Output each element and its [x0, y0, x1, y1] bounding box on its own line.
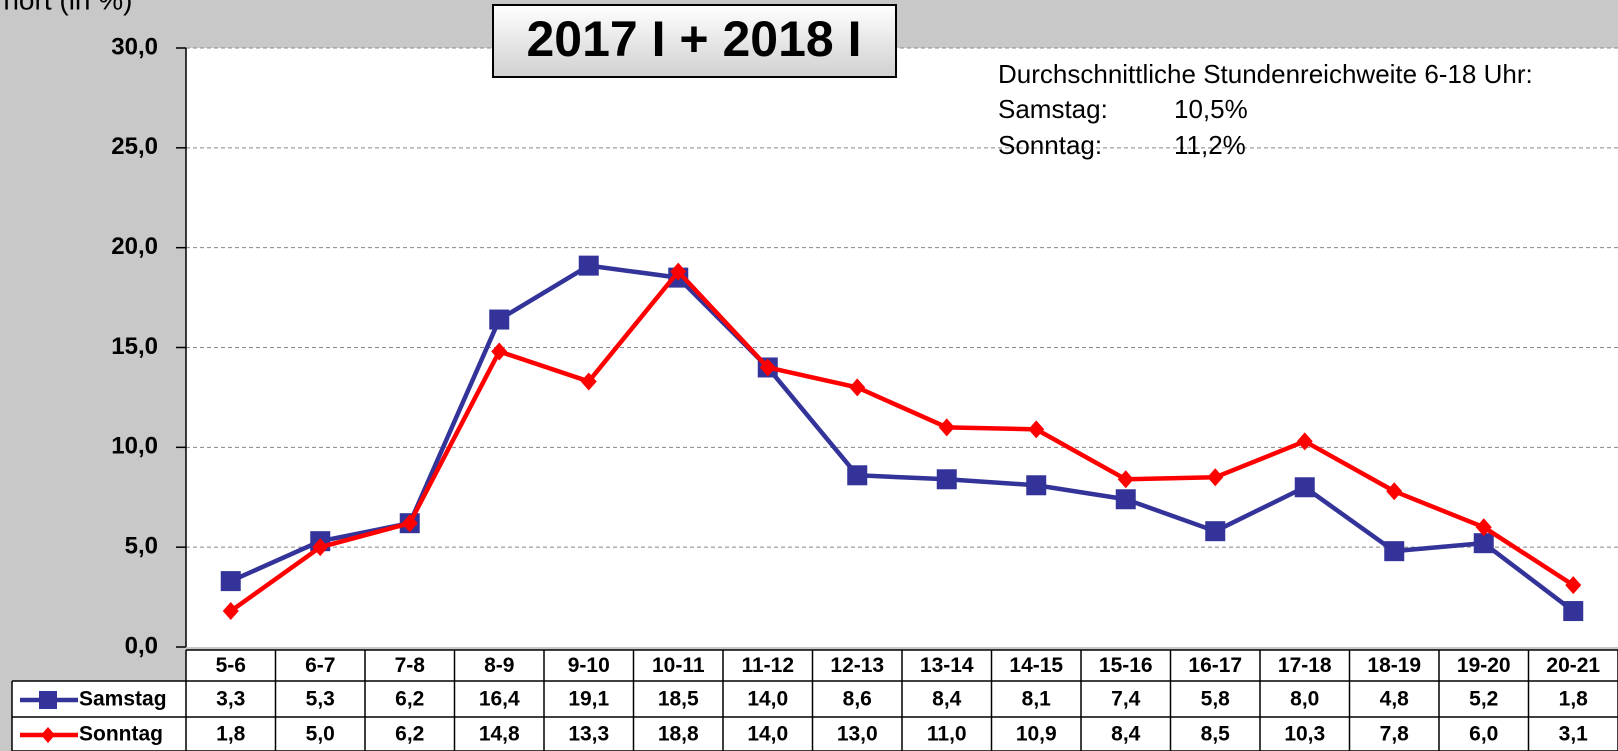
- table-value: 5,8: [1201, 688, 1231, 711]
- table-value: 3,1: [1559, 723, 1589, 746]
- x-tick-label: 5-6: [216, 654, 246, 677]
- marker: [491, 342, 508, 361]
- table-value: 1,8: [1559, 688, 1589, 711]
- x-tick-label: 10-11: [652, 654, 705, 677]
- annotation-label: Samstag:: [998, 94, 1108, 124]
- table-value: 6,2: [395, 723, 424, 746]
- table-value: 5,0: [306, 723, 335, 746]
- x-tick-label: 19-20: [1457, 654, 1511, 677]
- x-tick-label: 18-19: [1367, 654, 1421, 677]
- chart-title: 2017 I + 2018 I: [526, 11, 861, 67]
- marker: [1117, 470, 1134, 489]
- marker: [1386, 482, 1403, 501]
- marker: [759, 358, 776, 377]
- annotation-heading: Durchschnittliche Stundenreichweite 6-18…: [998, 59, 1533, 89]
- table-value: 6,0: [1469, 723, 1498, 746]
- marker: [1028, 420, 1045, 439]
- y-tick-label: 30,0: [111, 33, 158, 60]
- marker: [1115, 489, 1136, 510]
- x-tick-label: 8-9: [484, 654, 514, 677]
- marker: [401, 514, 418, 533]
- table-value: 8,4: [1111, 723, 1141, 746]
- legend-label: Sonntag: [79, 723, 163, 746]
- marker: [847, 465, 868, 486]
- x-tick-label: 6-7: [305, 654, 335, 677]
- table-value: 8,6: [843, 688, 872, 711]
- y-tick-label: 0,0: [125, 632, 158, 659]
- marker: [580, 372, 597, 391]
- y-tick-label: 5,0: [125, 533, 158, 560]
- table-value: 14,0: [747, 688, 788, 711]
- marker: [1205, 521, 1226, 542]
- x-tick-label: 17-18: [1278, 654, 1332, 677]
- table-value: 8,1: [1022, 688, 1052, 711]
- legend-label: Samstag: [79, 688, 167, 711]
- x-tick-label: 13-14: [920, 654, 974, 677]
- legend-marker: [41, 727, 55, 743]
- marker: [1026, 475, 1047, 496]
- table-value: 8,5: [1201, 723, 1231, 746]
- x-tick-label: 16-17: [1188, 654, 1242, 677]
- marker: [1563, 601, 1584, 622]
- y-axis-label: n hört (in %): [0, 0, 133, 15]
- legend-marker: [39, 691, 57, 709]
- marker: [1473, 533, 1494, 554]
- table-value: 10,3: [1284, 723, 1325, 746]
- table-value: 6,2: [395, 688, 424, 711]
- annotation-value: 10,5%: [1174, 94, 1248, 124]
- series-line: [229, 263, 1575, 613]
- table-value: 13,0: [837, 723, 878, 746]
- marker: [1475, 518, 1492, 537]
- series-line: [229, 269, 1575, 613]
- table-value: 16,4: [479, 688, 520, 711]
- marker: [1207, 468, 1224, 487]
- marker: [1296, 432, 1313, 451]
- table-value: 13,3: [568, 723, 609, 746]
- x-tick-label: 12-13: [830, 654, 884, 677]
- table-value: 8,4: [932, 688, 962, 711]
- y-tick-label: 15,0: [111, 333, 158, 360]
- marker: [220, 571, 241, 592]
- table-value: 14,0: [747, 723, 788, 746]
- y-tick-label: 10,0: [111, 433, 158, 460]
- y-tick-label: 25,0: [111, 133, 158, 160]
- table-value: 8,0: [1290, 688, 1319, 711]
- marker: [849, 378, 866, 397]
- marker: [938, 418, 955, 437]
- x-tick-label: 7-8: [395, 654, 426, 677]
- annotation-label: Sonntag:: [998, 130, 1102, 160]
- table-value: 5,2: [1469, 688, 1498, 711]
- table-value: 11,0: [927, 723, 967, 746]
- marker: [1294, 477, 1315, 498]
- table-value: 3,3: [216, 688, 245, 711]
- table-value: 7,8: [1380, 723, 1410, 746]
- marker: [489, 309, 510, 330]
- marker: [936, 469, 957, 490]
- annotation-value: 11,2%: [1174, 130, 1246, 160]
- x-tick-label: 15-16: [1099, 654, 1153, 677]
- x-tick-label: 14-15: [1009, 654, 1063, 677]
- x-tick-label: 20-21: [1546, 654, 1600, 677]
- table-value: 14,8: [479, 723, 520, 746]
- marker: [222, 602, 239, 621]
- table-value: 18,5: [658, 688, 699, 711]
- table-value: 5,3: [306, 688, 335, 711]
- marker: [670, 262, 687, 281]
- title-box: [492, 4, 897, 78]
- x-tick-label: 11-12: [741, 654, 794, 677]
- table-value: 7,4: [1111, 688, 1141, 711]
- marker: [1384, 541, 1405, 562]
- table-value: 19,1: [568, 688, 609, 711]
- marker: [578, 255, 599, 276]
- table-value: 10,9: [1016, 723, 1057, 746]
- marker: [312, 538, 329, 557]
- table-value: 18,8: [658, 723, 699, 746]
- y-tick-label: 20,0: [111, 233, 158, 260]
- table-value: 4,8: [1380, 688, 1410, 711]
- table-value: 1,8: [216, 723, 246, 746]
- x-tick-label: 9-10: [568, 654, 610, 677]
- marker: [1565, 576, 1582, 595]
